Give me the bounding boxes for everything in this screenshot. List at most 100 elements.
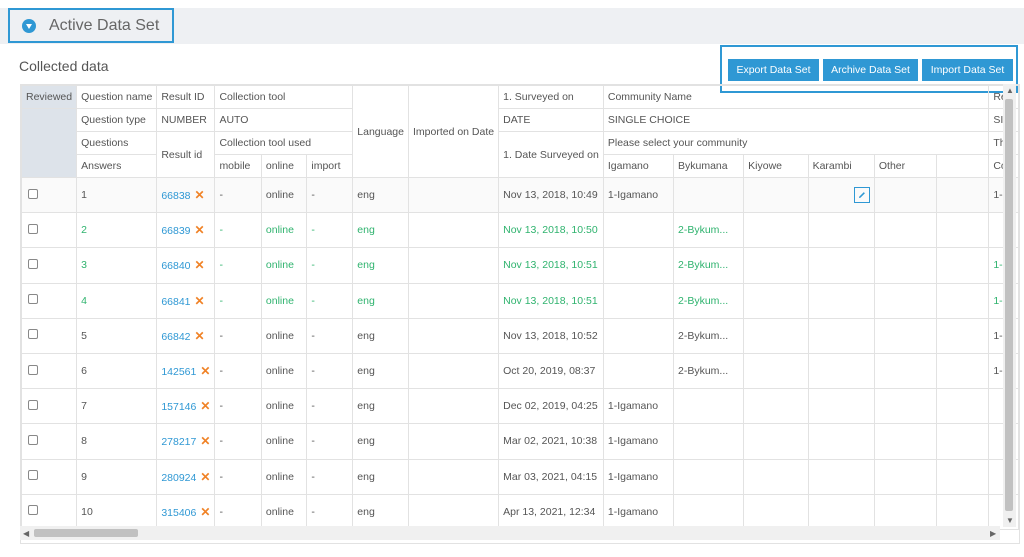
- import-data-set-button[interactable]: Import Data Set: [922, 59, 1013, 81]
- import-cell: -: [306, 282, 354, 319]
- blank-cell: [935, 388, 990, 425]
- reviewed-checkbox[interactable]: [28, 188, 38, 199]
- header-type-single-choice: SINGLE CHOICE: [602, 108, 990, 132]
- result-id-link[interactable]: 66842: [161, 330, 191, 343]
- row-number: 10: [76, 493, 158, 530]
- delete-icon[interactable]: ✕: [194, 223, 205, 238]
- reviewed-checkbox[interactable]: [28, 470, 38, 481]
- table-row[interactable]: 4 66841 ✕ - online - eng Nov 13, 2018, 10:51 2-B…: [21, 282, 1019, 319]
- mobile-cell: -: [214, 317, 262, 354]
- result-id-link[interactable]: 66839: [161, 225, 191, 238]
- column-header-imported-on-date: Imported on Date: [407, 85, 500, 178]
- table-row[interactable]: 6 142561 ✕ - online - eng Oct 20, 2019, 08:37 2-…: [21, 352, 1019, 390]
- reviewed-checkbox[interactable]: [28, 294, 38, 305]
- header-kiyowe: Kiyowe: [743, 154, 809, 178]
- reviewed-checkbox[interactable]: [28, 434, 38, 445]
- result-id-link[interactable]: 66840: [161, 260, 191, 273]
- language-cell: eng: [352, 282, 409, 319]
- surveyed-on-cell: Nov 13, 2018, 10:51: [498, 247, 604, 284]
- table-row[interactable]: 1 66838 ✕ - online - eng Nov 13, 2018, 10:49 1-I…: [21, 176, 1019, 214]
- language-cell: eng: [352, 458, 409, 495]
- table-row[interactable]: 2 66839 ✕ - online - eng Nov 13, 2018, 10:50 2-B…: [21, 212, 1019, 249]
- archive-data-set-button[interactable]: Archive Data Set: [823, 59, 918, 81]
- reviewed-checkbox[interactable]: [28, 399, 38, 410]
- imported-on-date-cell: [407, 423, 500, 460]
- result-id-link[interactable]: 280924: [161, 471, 197, 484]
- horizontal-scrollbar[interactable]: [20, 526, 1000, 540]
- reviewed-cell: [21, 176, 78, 214]
- imported-on-date-cell: [407, 352, 500, 390]
- other-cell: [873, 458, 937, 495]
- bykumana-cell: [672, 493, 745, 530]
- reviewed-cell: [21, 423, 78, 460]
- table-row[interactable]: 8 278217 ✕ - online - eng Mar 02, 2021, 10:38 1-…: [21, 423, 1019, 460]
- surveyed-on-cell: Nov 13, 2018, 10:49: [498, 176, 604, 214]
- reviewed-checkbox[interactable]: [28, 505, 38, 516]
- horizontal-scroll-thumb[interactable]: [34, 529, 138, 537]
- delete-icon[interactable]: ✕: [194, 258, 205, 273]
- reviewed-checkbox[interactable]: [28, 364, 38, 375]
- result-id-link[interactable]: 315406: [161, 506, 197, 519]
- header-question-type: Question type: [76, 108, 158, 132]
- imported-on-date-cell: [407, 317, 500, 354]
- result-id-link[interactable]: 278217: [161, 436, 197, 449]
- scroll-left-icon[interactable]: ◀: [23, 529, 30, 538]
- result-id-link[interactable]: 66841: [161, 295, 191, 308]
- column-header-reviewed: Reviewed: [21, 85, 78, 109]
- delete-icon[interactable]: ✕: [194, 293, 205, 308]
- header-karambi: Karambi: [807, 154, 875, 178]
- header-type-date: DATE: [498, 108, 604, 132]
- result-id-link[interactable]: 142561: [161, 366, 197, 379]
- table-row[interactable]: 3 66840 ✕ - online - eng Nov 13, 2018, 10:51 2-B…: [21, 247, 1019, 284]
- table-row[interactable]: 5 66842 ✕ - online - eng Nov 13, 2018, 10:52 2-B…: [21, 317, 1019, 354]
- delete-icon[interactable]: ✕: [200, 364, 211, 379]
- scroll-up-icon[interactable]: ▲: [1006, 86, 1014, 95]
- delete-icon[interactable]: ✕: [194, 188, 205, 203]
- header-bykumana: Bykumana: [672, 154, 745, 178]
- surveyed-on-cell: Dec 02, 2019, 04:25: [498, 388, 604, 425]
- table-row[interactable]: 7 157146 ✕ - online - eng Dec 02, 2019, 04:25 1-…: [21, 388, 1019, 425]
- result-id-link[interactable]: 157146: [161, 401, 197, 414]
- header-import: import: [306, 154, 354, 178]
- import-cell: -: [306, 493, 354, 530]
- chevron-down-icon: [22, 18, 36, 33]
- export-data-set-button[interactable]: Export Data Set: [728, 59, 819, 81]
- delete-icon[interactable]: ✕: [194, 328, 205, 343]
- delete-icon[interactable]: ✕: [200, 399, 211, 414]
- igamano-cell: [602, 317, 675, 354]
- edit-icon[interactable]: [853, 187, 870, 204]
- result-id-link[interactable]: 66838: [161, 190, 191, 203]
- vertical-scroll-thumb[interactable]: [1005, 99, 1013, 511]
- bykumana-cell: [672, 423, 745, 460]
- table-row[interactable]: 9 280924 ✕ - online - eng Mar 03, 2021, 04:15 1-…: [21, 458, 1019, 495]
- other-cell: [873, 247, 937, 284]
- reviewed-checkbox[interactable]: [28, 329, 38, 340]
- blank-cell: [935, 212, 990, 249]
- surveyed-on-cell: Nov 13, 2018, 10:50: [498, 212, 604, 249]
- language-cell: eng: [352, 176, 409, 214]
- blank-cell: [935, 423, 990, 460]
- import-cell: -: [306, 458, 354, 495]
- delete-icon[interactable]: ✕: [200, 434, 211, 449]
- active-data-set-toggle[interactable]: Active Data Set: [8, 8, 174, 43]
- header-type-number: NUMBER: [156, 108, 216, 132]
- karambi-cell: [807, 352, 875, 390]
- table-row[interactable]: 10 315406 ✕ - online - eng Apr 13, 2021, 12:34 1…: [21, 493, 1019, 530]
- column-header-language: Language: [352, 85, 409, 178]
- other-cell: [873, 176, 937, 214]
- reviewed-checkbox[interactable]: [28, 258, 38, 269]
- header-collection-tool-used: Collection tool used: [214, 131, 354, 155]
- reviewed-checkbox[interactable]: [28, 223, 38, 234]
- delete-icon[interactable]: ✕: [200, 469, 211, 484]
- bykumana-cell: [672, 458, 745, 495]
- delete-icon[interactable]: ✕: [200, 504, 211, 519]
- reviewed-header-fill: [21, 108, 78, 178]
- scroll-right-icon[interactable]: ▶: [990, 529, 997, 538]
- header-type-auto: AUTO: [214, 108, 354, 132]
- mobile-cell: -: [214, 212, 262, 249]
- online-cell: online: [260, 176, 308, 214]
- karambi-cell: [807, 458, 875, 495]
- scroll-down-icon[interactable]: ▼: [1006, 516, 1014, 525]
- igamano-cell: [602, 352, 675, 390]
- kiyowe-cell: [743, 493, 809, 530]
